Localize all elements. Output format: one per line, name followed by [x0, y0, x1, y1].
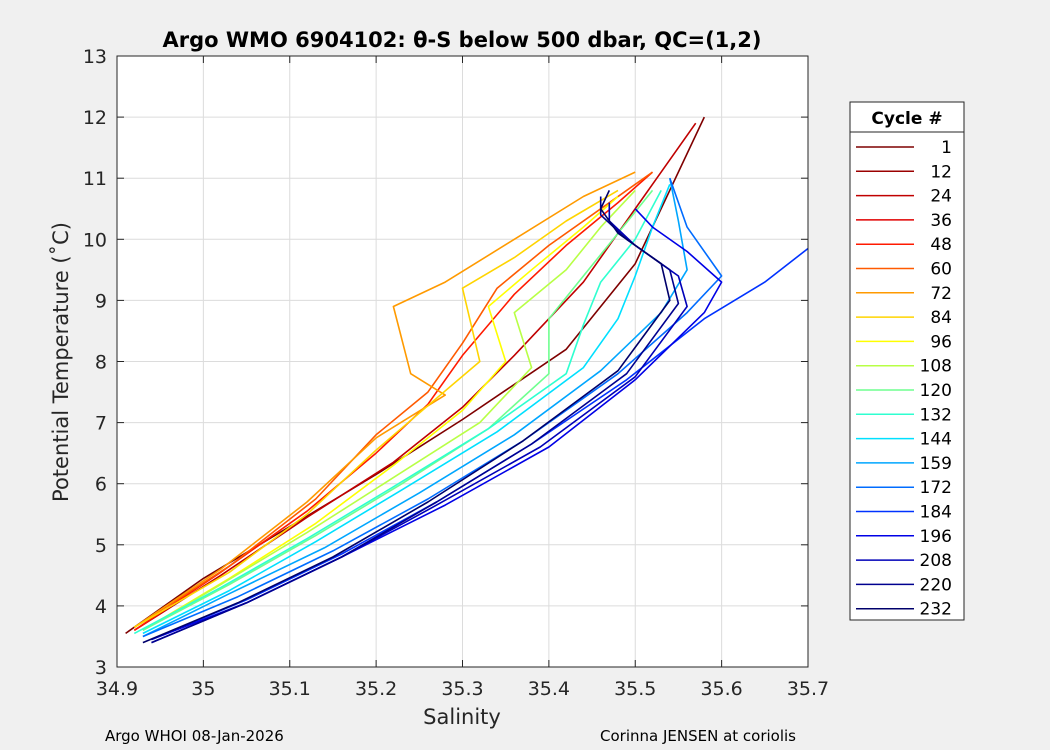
legend-label: 24	[930, 187, 952, 207]
y-tick-label: 13	[83, 46, 107, 68]
series-line-8	[142, 189, 636, 631]
y-tick-label: 3	[95, 657, 107, 679]
y-ticks: 3 4 5 6 7 8 9 10 11 12 13	[83, 46, 808, 679]
y-tick-label: 10	[83, 229, 107, 251]
legend-label: 48	[930, 235, 952, 255]
y-tick-label: 12	[83, 107, 107, 129]
series-line-18	[142, 190, 671, 644]
y-tick-label: 9	[95, 290, 107, 312]
legend-label: 84	[930, 308, 952, 328]
legend-label: 60	[930, 260, 952, 280]
x-tick-label: 35.4	[528, 678, 570, 700]
series-layer	[125, 116, 809, 644]
y-tick-label: 4	[95, 596, 107, 618]
legend-label: 132	[920, 405, 952, 425]
legend-label: 144	[920, 430, 952, 450]
series-line-2	[133, 122, 697, 631]
legend-label: 12	[930, 162, 952, 182]
legend-label: 96	[930, 332, 952, 352]
x-tick-label: 35	[191, 678, 215, 700]
series-line-9	[142, 189, 654, 632]
legend-label: 196	[920, 527, 952, 547]
legend-box	[849, 101, 965, 621]
legend-label: 159	[920, 454, 952, 474]
legend-label: 208	[920, 551, 952, 571]
y-tick-label: 7	[95, 413, 107, 435]
legend-label: 108	[920, 357, 952, 377]
legend-label: 36	[930, 211, 952, 231]
series-line-5	[133, 171, 636, 628]
legend-label: 72	[930, 284, 952, 304]
x-tick-label: 35.6	[700, 678, 742, 700]
y-tick-label: 5	[95, 535, 107, 557]
y-tick-label: 11	[83, 168, 107, 190]
legend-title: Cycle #	[871, 109, 942, 129]
x-ticks: 34.9 35 35.1 35.2 35.3 35.4 35.5 35.6 35.7	[96, 56, 829, 700]
y-axis-label: Potential Temperature (˚C)	[49, 222, 73, 502]
x-tick-label: 35.1	[269, 678, 311, 700]
y-tick-label: 6	[95, 474, 107, 496]
legend-label: 120	[920, 381, 952, 401]
series-line-3	[133, 171, 654, 631]
x-tick-label: 34.9	[96, 678, 138, 700]
footer-left: Argo WHOI 08-Jan-2026	[105, 727, 284, 745]
series-line-6	[133, 189, 619, 628]
legend-label: 184	[920, 503, 952, 523]
x-tick-label: 35.2	[355, 678, 397, 700]
legend-items: 1 12 24 36 48 60 72 84 96 108 120 132 144 159 172 184 19…	[856, 138, 952, 620]
series-line-4	[133, 171, 653, 628]
legend-label: 232	[920, 600, 952, 620]
x-axis-label: Salinity	[423, 705, 501, 729]
x-tick-label: 35.7	[787, 678, 829, 700]
legend: Cycle # 1 12 24 36 48 60 72 84 96 108 120 132 144 159…	[849, 101, 965, 621]
series-line-1	[125, 116, 706, 635]
series-line-7	[142, 195, 619, 631]
legend-label: 220	[920, 575, 952, 595]
series-line-17	[151, 196, 680, 644]
series-line-10	[133, 190, 662, 635]
series-line-13	[142, 177, 723, 638]
y-tick-label: 8	[95, 352, 107, 374]
series-line-12	[142, 178, 688, 638]
x-tick-label: 35.3	[441, 678, 483, 700]
legend-label: 172	[920, 478, 952, 498]
legend-label: 1	[941, 138, 952, 158]
x-tick-label: 35.5	[614, 678, 656, 700]
chart-title: Argo WMO 6904102: θ-S below 500 dbar, QC…	[163, 28, 762, 52]
footer-right: Corinna JENSEN at coriolis	[600, 727, 796, 745]
